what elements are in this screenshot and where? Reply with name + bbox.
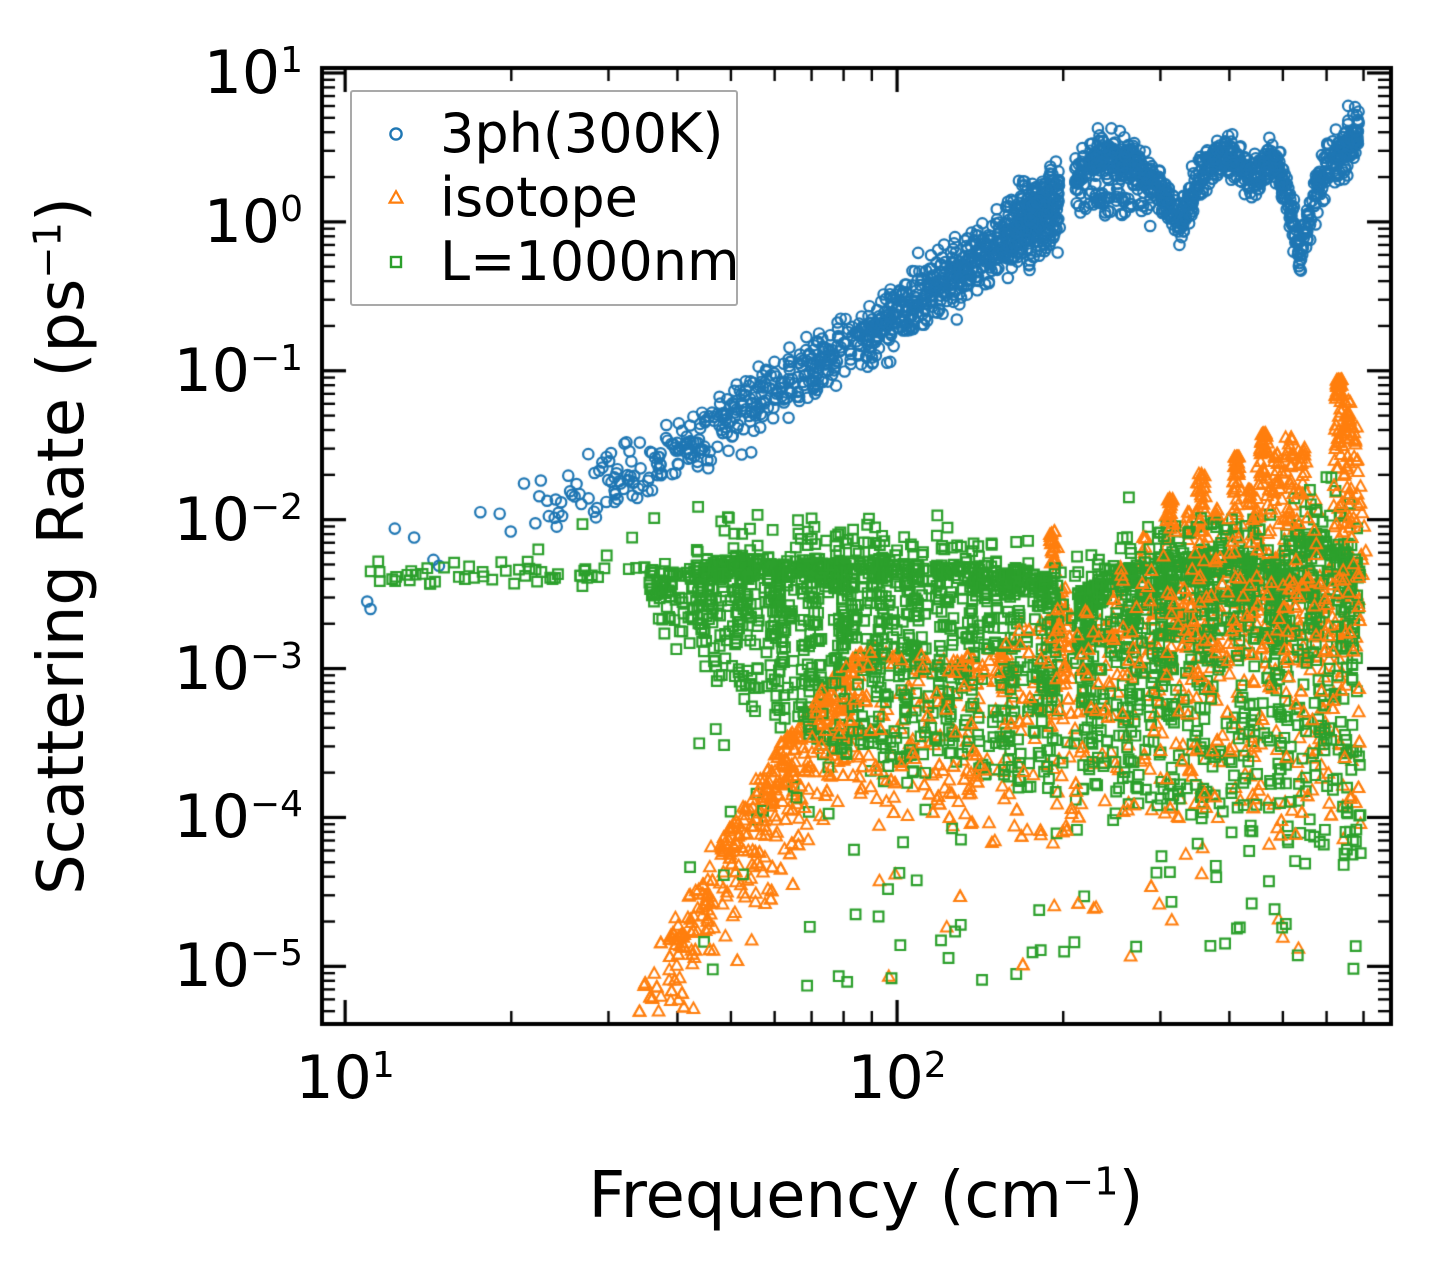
legend-label: L=1000nm: [440, 230, 740, 293]
legend-item-3ph: 3ph(300K): [352, 104, 736, 164]
y-tick-label: 10−3: [173, 633, 303, 704]
y-tick-label: 10−2: [173, 484, 303, 555]
triangle-marker-icon: [352, 183, 440, 213]
square-marker-icon: [352, 247, 440, 277]
legend-label: 3ph(300K): [440, 102, 724, 165]
y-tick-label: 101: [203, 37, 303, 108]
x-tick-label: 102: [847, 1043, 947, 1113]
legend: 3ph(300K) isotope L=1000nm: [350, 90, 740, 306]
legend-item-boundary: L=1000nm: [352, 232, 740, 292]
circle-marker-icon: [352, 119, 440, 149]
legend-item-isotope: isotope: [352, 168, 736, 228]
y-tick-label: 10−5: [173, 931, 303, 1002]
y-tick-label: 100: [203, 186, 303, 257]
y-tick-label: 10−1: [173, 335, 303, 406]
y-axis-label: Scattering Rate (ps−1): [25, 197, 99, 895]
x-tick-label: 101: [295, 1043, 395, 1113]
legend-label: isotope: [440, 166, 638, 229]
y-tick-label: 10−4: [173, 782, 303, 853]
x-axis-label: Frequency (cm−1): [588, 1159, 1144, 1233]
